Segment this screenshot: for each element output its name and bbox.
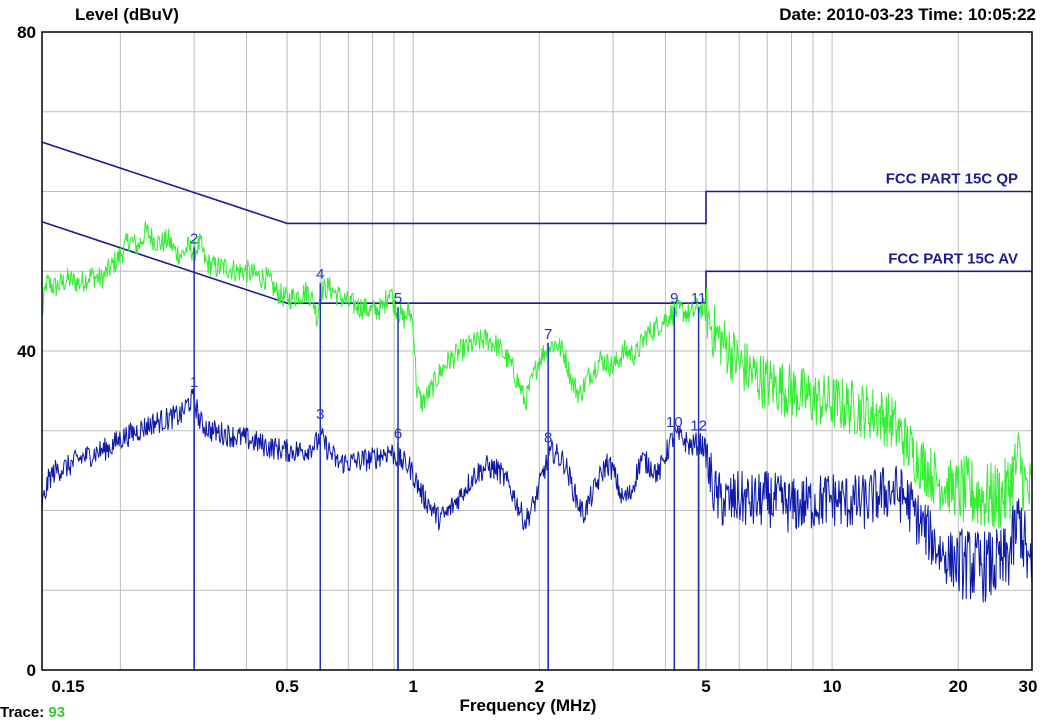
marker-label-11: 11	[691, 290, 707, 307]
average-trace	[41, 388, 1033, 603]
x-tick-label: 1	[408, 677, 417, 696]
trace-series	[41, 221, 1033, 603]
x-tick-label: 30	[1019, 677, 1038, 696]
x-tick-label: 10	[823, 677, 842, 696]
y-tick-label: 80	[17, 23, 36, 42]
peak-trace	[41, 221, 1033, 529]
x-tick-label: 2	[535, 677, 544, 696]
marker-label-9: 9	[670, 290, 678, 307]
markers: 123456789101112	[190, 230, 707, 670]
marker-label-2: 2	[190, 230, 198, 247]
marker-label-10: 10	[666, 414, 683, 431]
x-tick-label: 0.15	[51, 677, 84, 696]
marker-label-12: 12	[690, 418, 707, 435]
limit-line-qp	[41, 141, 1032, 225]
marker-label-4: 4	[316, 266, 324, 283]
trace-label: Trace:	[0, 704, 45, 721]
limit-label-av: FCC PART 15C AV	[888, 250, 1018, 267]
y-tick-label: 0	[27, 661, 36, 680]
date-time-stamp: Date: 2010-03-23 Time: 10:05:22	[779, 5, 1036, 24]
x-tick-label: 20	[949, 677, 968, 696]
level-axis-label: Level (dBuV)	[75, 5, 179, 24]
limit-lines: FCC PART 15C QP FCC PART 15C AV	[41, 141, 1032, 305]
grid	[42, 32, 1032, 670]
plot-frame	[41, 31, 1033, 671]
trace-value: 93	[48, 704, 66, 721]
marker-label-7: 7	[544, 326, 552, 343]
y-tick-label: 40	[17, 342, 36, 361]
trace-indicator: Trace: 93	[0, 704, 65, 721]
marker-label-5: 5	[394, 290, 402, 307]
limit-label-qp: FCC PART 15C QP	[886, 171, 1018, 188]
x-axis-label: Frequency (MHz)	[459, 696, 597, 715]
marker-label-8: 8	[544, 430, 552, 447]
x-tick-label: 0.5	[275, 677, 299, 696]
x-tick-label: 5	[701, 677, 710, 696]
marker-label-6: 6	[394, 426, 402, 443]
